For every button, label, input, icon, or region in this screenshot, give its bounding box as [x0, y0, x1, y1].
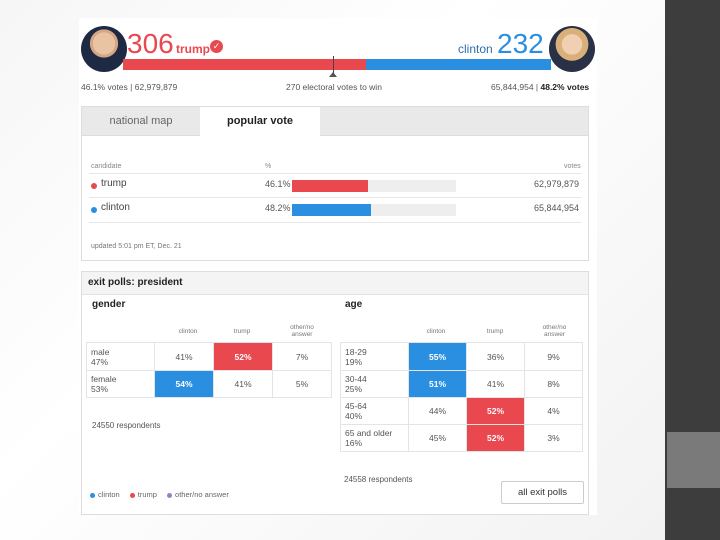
gender-header-other: other/no answer	[290, 324, 314, 338]
cell-clinton: 54%	[154, 370, 214, 398]
vote-share-track	[292, 204, 456, 216]
tabs-filler	[320, 107, 588, 136]
other-dot-icon	[167, 492, 173, 498]
all-exit-polls-button[interactable]: all exit polls	[501, 481, 584, 504]
results-panel: 306 trump ✓ clinton 232 46.1% votes | 62…	[79, 18, 597, 515]
row-label: male 47%	[86, 342, 155, 371]
threshold-arrow-icon	[329, 72, 337, 77]
cell-trump: 36%	[466, 342, 525, 371]
trump-electoral-bar	[123, 59, 367, 70]
age-title: age	[345, 299, 363, 310]
candidate-votes: 65,844,954	[533, 203, 579, 213]
table-row: 45-64 40% 44% 52% 4%	[340, 397, 583, 425]
gender-title: gender	[92, 299, 126, 310]
legend-other: other/no answer	[167, 490, 229, 499]
cell-clinton: 51%	[408, 370, 467, 398]
tab-popular-vote[interactable]: popular vote	[200, 107, 320, 135]
updated-timestamp: updated 5:01 pm ET, Dec. 21	[91, 243, 182, 250]
row-label: 18-29 19%	[340, 342, 409, 371]
clinton-electoral-votes: 232	[497, 28, 544, 59]
clinton-dot-icon	[90, 492, 95, 498]
column-percent: %	[265, 163, 272, 170]
threshold-label: 270 electoral votes to win	[286, 82, 382, 92]
trump-electoral-votes: 306	[127, 28, 174, 59]
gender-header-clinton: clinton	[178, 328, 198, 335]
cell-other: 3%	[524, 424, 583, 452]
age-table: 18-29 19% 55% 36% 9% 30-44 25% 51% 41% 8% …	[340, 342, 583, 452]
gender-header-trump: trump	[233, 328, 251, 335]
table-row: female 53% 54% 41% 5%	[86, 370, 332, 398]
clinton-popular-summary: 65,844,954 | 48.2% votes	[491, 82, 590, 92]
cell-clinton: 55%	[408, 342, 467, 371]
legend-trump: trump	[129, 490, 157, 499]
legend-clinton: clinton	[90, 490, 120, 499]
column-votes: votes	[564, 163, 581, 170]
popular-vote-card: national map popular vote candidate % vo…	[81, 106, 589, 261]
cell-other: 9%	[524, 342, 583, 371]
cell-trump: 52%	[213, 342, 273, 371]
cell-trump: 41%	[466, 370, 525, 398]
trump-avatar	[81, 26, 127, 72]
electoral-vote-bar	[123, 59, 551, 70]
candidate-name: trump	[101, 178, 127, 189]
cell-clinton: 44%	[408, 397, 467, 425]
table-row: 30-44 25% 51% 41% 8%	[340, 370, 583, 398]
age-header-trump: trump	[486, 328, 504, 335]
row-label: female 53%	[86, 370, 155, 398]
vote-row-trump: trump 46.1% 62,979,879	[89, 173, 581, 198]
cell-trump: 41%	[213, 370, 273, 398]
cell-other: 8%	[524, 370, 583, 398]
clinton-name: clinton	[458, 42, 493, 56]
slide-side-accent	[667, 432, 720, 488]
row-label: 65 and older 16%	[340, 424, 409, 452]
threshold-marker	[333, 56, 334, 74]
trump-dot-icon	[91, 183, 97, 189]
cell-trump: 52%	[466, 424, 525, 452]
trump-name: trump	[176, 42, 210, 56]
exit-polls-title: exit polls: president	[82, 272, 588, 295]
age-respondents: 24558 respondents	[344, 475, 413, 484]
column-candidate: candidate	[91, 163, 122, 170]
clinton-avatar	[549, 26, 595, 72]
gender-respondents: 24550 respondents	[92, 421, 161, 430]
row-label: 45-64 40%	[340, 397, 409, 425]
clinton-dot-icon	[91, 207, 97, 213]
exit-polls-card: exit polls: president gender clinton tru…	[81, 271, 589, 515]
vote-share-track	[292, 180, 456, 192]
candidate-votes: 62,979,879	[533, 179, 579, 189]
vote-share-fill	[292, 180, 368, 192]
table-row: male 47% 41% 52% 7%	[86, 342, 332, 371]
exit-poll-legend: clinton trump other/no answer	[90, 490, 237, 499]
check-icon: ✓	[210, 40, 223, 53]
cell-other: 7%	[272, 342, 332, 371]
cell-other: 4%	[524, 397, 583, 425]
gender-table: male 47% 41% 52% 7% female 53% 54% 41% 5%	[86, 342, 332, 398]
row-label: 30-44 25%	[340, 370, 409, 398]
candidate-name: clinton	[101, 202, 130, 213]
trump-dot-icon	[129, 492, 135, 498]
vote-share-fill	[292, 204, 372, 216]
age-header-other: other/no answer	[542, 324, 567, 338]
trump-popular-summary: 46.1% votes | 62,979,879	[81, 82, 178, 92]
cell-other: 5%	[272, 370, 332, 398]
cell-clinton: 41%	[154, 342, 214, 371]
age-header-clinton: clinton	[426, 328, 446, 335]
vote-row-clinton: clinton 48.2% 65,844,954	[89, 197, 581, 223]
candidate-percent: 46.1%	[265, 179, 291, 189]
table-row: 18-29 19% 55% 36% 9%	[340, 342, 583, 371]
cell-clinton: 45%	[408, 424, 467, 452]
cell-trump: 52%	[466, 397, 525, 425]
candidate-percent: 48.2%	[265, 203, 291, 213]
tab-national-map[interactable]: national map	[82, 107, 200, 136]
table-row: 65 and older 16% 45% 52% 3%	[340, 424, 583, 452]
